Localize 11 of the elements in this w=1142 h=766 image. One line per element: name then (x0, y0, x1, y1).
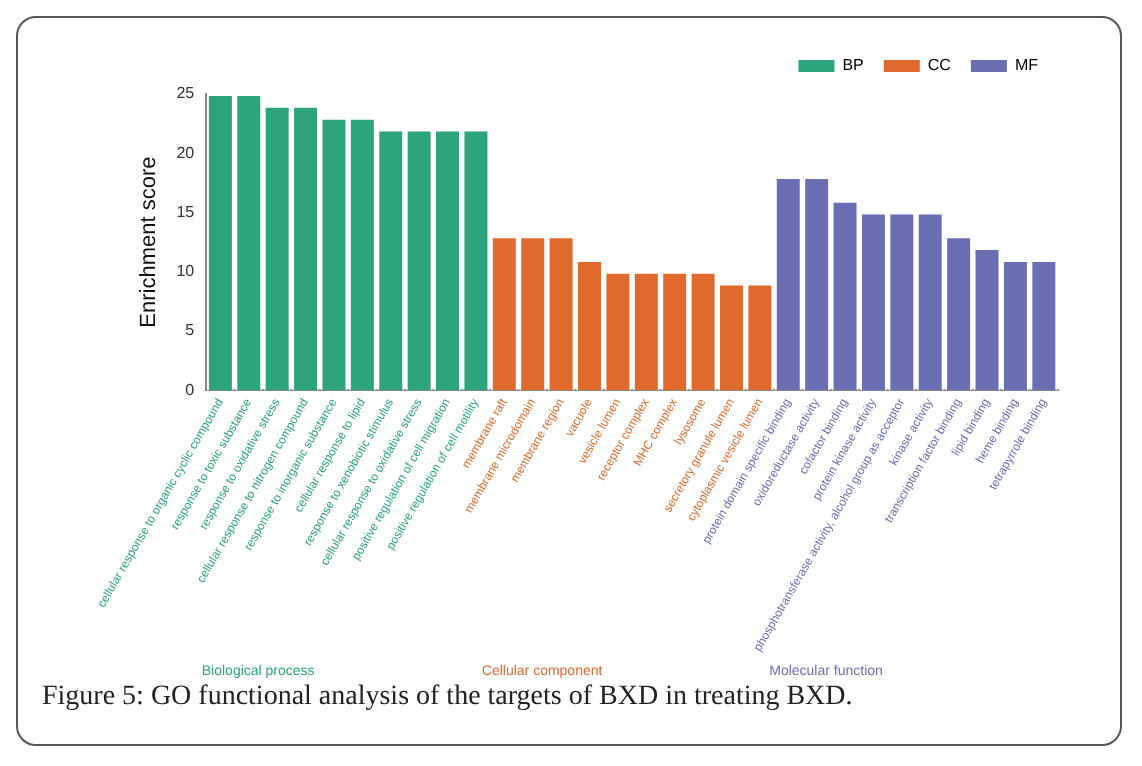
caption: Figure 5: GO functional analysis of the targets of BXD in treating BXD. (40, 682, 855, 714)
y-tick-label: 5 (185, 321, 196, 340)
y-tick-label: 0 (185, 380, 196, 399)
y-tick-label: 25 (176, 84, 196, 103)
y-tick-label: 20 (176, 143, 196, 162)
y-tick-label: 10 (176, 262, 196, 281)
legend-label: BP (842, 56, 864, 75)
legend-label: MF (1014, 56, 1039, 75)
legend-label: CC (927, 56, 952, 75)
y-axis-title: Enrichment score (137, 156, 162, 328)
y-tick-label: 15 (176, 202, 196, 221)
